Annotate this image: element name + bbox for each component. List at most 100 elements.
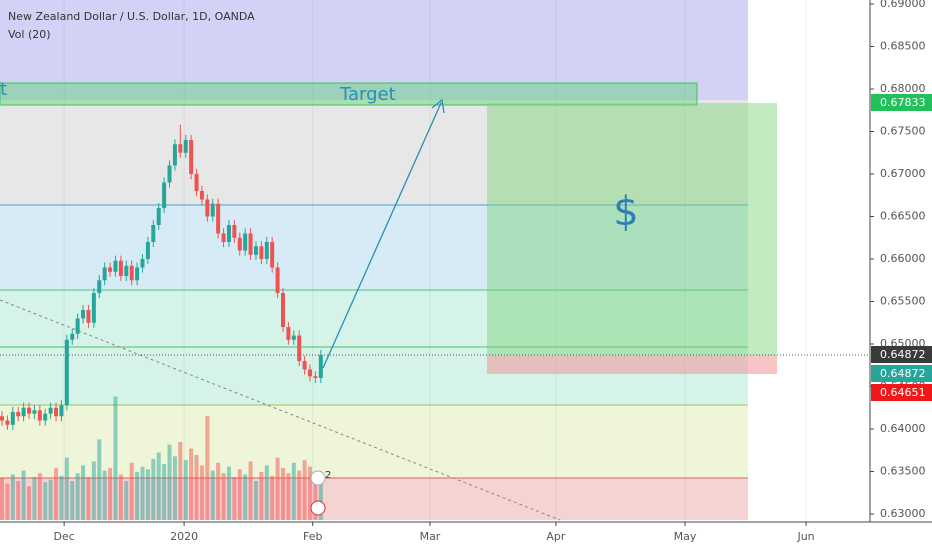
volume-bar <box>280 468 285 520</box>
candle-body <box>129 265 134 281</box>
zone <box>0 405 748 478</box>
candle-body <box>75 318 80 334</box>
volume-bar <box>216 462 221 520</box>
arrow <box>322 102 442 369</box>
x-tick-label: Mar <box>420 530 441 543</box>
candle-body <box>32 410 37 414</box>
candle-body <box>172 144 177 166</box>
candle-body <box>194 174 199 191</box>
volume-bar <box>43 482 48 520</box>
y-tick-label: 0.68000 <box>880 82 926 95</box>
volume-bar <box>189 448 194 520</box>
candle-body <box>167 165 172 183</box>
volume-bar <box>91 461 96 520</box>
volume-bar <box>97 439 102 520</box>
volume-bar <box>226 466 231 520</box>
volume-bar <box>129 462 134 520</box>
volume-bar <box>302 460 307 520</box>
volume-bar <box>54 468 59 520</box>
x-tick-label: Feb <box>303 530 322 543</box>
candle-body <box>59 405 64 417</box>
x-tick-label: 2020 <box>170 530 198 543</box>
axis-panel <box>870 0 932 550</box>
candle-body <box>313 376 318 378</box>
profit-zone <box>487 103 777 355</box>
candle-body <box>270 242 275 268</box>
annotation: t <box>0 79 7 100</box>
volume-bar <box>232 477 237 520</box>
volume-bar <box>135 471 140 520</box>
candle-body <box>237 237 242 251</box>
volume-bar <box>167 444 172 520</box>
y-tick-label: 0.63000 <box>880 507 926 520</box>
volume-bar <box>113 396 118 520</box>
volume-bar <box>27 486 32 520</box>
y-tick-label: 0.68500 <box>880 40 926 53</box>
price-tag <box>871 384 932 401</box>
volume-bar <box>264 465 269 520</box>
candle-body <box>21 407 26 417</box>
volume-bar <box>86 477 91 520</box>
volume-bar <box>270 475 275 520</box>
volume-bar <box>64 457 69 520</box>
candle-body <box>221 233 226 242</box>
candles <box>0 124 323 430</box>
volume-bar <box>140 466 145 520</box>
candle-body <box>151 225 156 242</box>
arrow-head <box>431 98 445 114</box>
y-tick-label: 0.65500 <box>880 295 926 308</box>
candle-body <box>118 260 123 276</box>
volume-bar <box>183 460 188 520</box>
candle-body <box>286 327 291 340</box>
volume-bar <box>308 466 313 520</box>
volume-bar <box>162 464 167 520</box>
candle-body <box>5 420 10 425</box>
volume-bar <box>286 473 291 520</box>
volume-bar <box>297 470 302 520</box>
candle-body <box>178 144 183 153</box>
volume-bar <box>108 468 113 520</box>
candle-body <box>253 246 258 255</box>
volume-bar <box>313 474 318 520</box>
candle-body <box>162 182 167 208</box>
y-tick-label: 0.67500 <box>880 125 926 138</box>
volume-bar <box>48 479 53 520</box>
event-icon[interactable] <box>310 500 326 516</box>
volume-bar <box>16 481 21 520</box>
candle-body <box>64 339 69 406</box>
y-tick-label: 0.67000 <box>880 167 926 180</box>
price-label: 0.64651 <box>880 386 926 399</box>
volume-bar <box>178 442 183 520</box>
candle-body <box>43 413 48 421</box>
volume-bar <box>194 455 199 520</box>
volume-bar <box>81 465 86 520</box>
volume-bar <box>124 481 129 520</box>
candle-body <box>135 267 140 281</box>
candle-body <box>108 267 113 272</box>
event-icon[interactable] <box>310 470 326 486</box>
candle-body <box>10 412 15 425</box>
x-tick-label: Jun <box>796 530 814 543</box>
candle-body <box>248 233 253 255</box>
candle-body <box>189 140 194 174</box>
volume-bar <box>253 481 258 520</box>
candle-body <box>210 203 215 217</box>
volume-bar <box>32 477 37 520</box>
volume-bar <box>243 474 248 520</box>
candle-body <box>280 293 285 327</box>
price-label: 0.64872 <box>880 367 926 380</box>
candle-body <box>86 310 91 323</box>
volume-bar <box>10 474 15 520</box>
candle-body <box>145 242 150 259</box>
candle-body <box>48 407 53 414</box>
price-tag <box>871 365 932 382</box>
candle-body <box>259 246 264 259</box>
x-tick-label: Dec <box>53 530 74 543</box>
volume-bar <box>21 470 26 520</box>
subtitle: Vol (20) <box>8 28 51 41</box>
zone <box>0 478 748 520</box>
volume-bar <box>318 481 323 520</box>
price-labels: 0.67833 0.64872 0.64872 0.64651 <box>871 94 932 401</box>
volume-bar <box>172 456 177 520</box>
volume-bar <box>37 473 42 520</box>
